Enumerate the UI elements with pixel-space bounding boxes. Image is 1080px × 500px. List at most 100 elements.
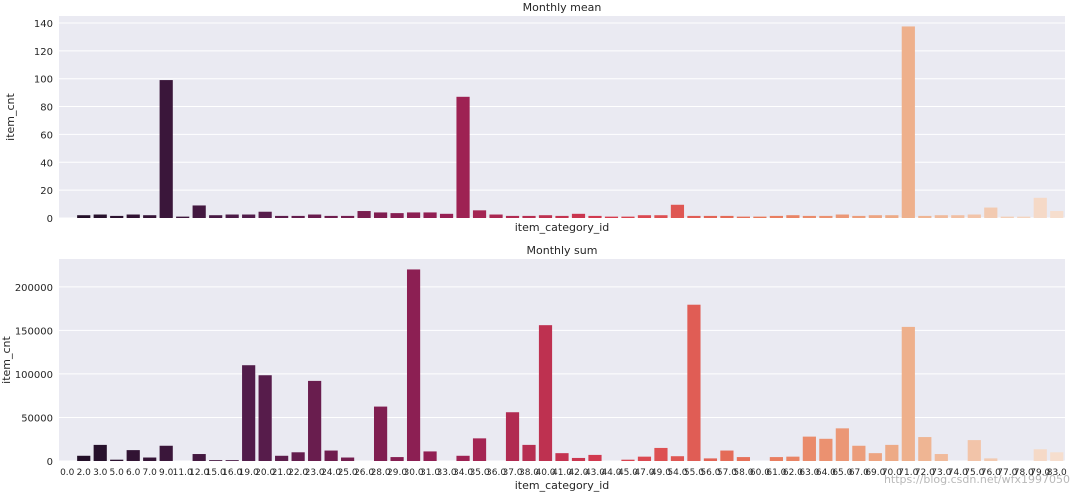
sum-x-tick-label: 70.0 — [882, 468, 902, 478]
mean-y-tick-label: 80 — [40, 103, 53, 114]
mean-bar — [93, 214, 107, 218]
sum-bar — [868, 453, 882, 461]
sum-bar — [835, 428, 849, 461]
sum-x-tick-label: 42.0 — [568, 468, 588, 478]
sum-x-tick-label: 57.0 — [717, 468, 737, 478]
mean-bar — [687, 215, 701, 218]
sum-plot: 0 50000 100000 150000 200000 0.0 2.0 3.0 5.0 6.0… — [0, 244, 1067, 492]
mean-bar — [489, 214, 503, 218]
sum-bar — [242, 365, 256, 461]
sum-bar — [225, 460, 239, 461]
mean-bar — [786, 215, 800, 218]
sum-bars — [77, 269, 1064, 461]
mean-y-tick-label: 120 — [34, 47, 53, 58]
mean-bar — [291, 215, 305, 218]
sum-bar — [159, 445, 173, 461]
sum-bar — [192, 454, 206, 461]
sum-x-tick-label: 2.0 — [77, 468, 92, 478]
sum-x-tick-label: 72.0 — [915, 468, 935, 478]
sum-bar — [637, 456, 652, 461]
mean-bar — [984, 207, 998, 218]
mean-bar — [868, 215, 882, 218]
sum-x-tick-label: 49.0 — [651, 468, 671, 478]
mean-bar — [852, 215, 866, 218]
sum-x-tick-label: 45.0 — [618, 468, 638, 478]
mean-bars — [77, 26, 1064, 219]
sum-x-tick-label: 11.0 — [173, 468, 193, 478]
sum-y-tick-labels: 0 50000 100000 150000 200000 — [15, 283, 53, 468]
sum-x-tick-label: 21.0 — [272, 468, 292, 478]
sum-x-tick-label: 69.0 — [865, 468, 885, 478]
sum-y-tick-label: 0 — [47, 457, 53, 468]
mean-bar — [225, 214, 239, 218]
mean-bar — [604, 216, 619, 218]
sum-x-tick-label: 41.0 — [552, 468, 572, 478]
sum-bar — [1050, 452, 1064, 461]
sum-bar — [341, 457, 355, 461]
sum-bar — [505, 412, 520, 461]
sum-x-tick-label: 35.0 — [470, 468, 490, 478]
sum-bar — [324, 450, 338, 461]
mean-bar — [835, 214, 849, 218]
mean-y-tick-label: 0 — [47, 214, 53, 225]
sum-bar — [852, 445, 866, 461]
mean-bar — [522, 215, 536, 218]
mean-bar — [670, 204, 685, 218]
sum-x-tick-label: 23.0 — [305, 468, 325, 478]
sum-bar — [472, 438, 487, 461]
sum-x-tick-label: 43.0 — [585, 468, 605, 478]
mean-title: Monthly mean — [523, 1, 602, 14]
mean-bar — [555, 215, 569, 218]
sum-x-tick-label: 16.0 — [222, 468, 242, 478]
sum-x-tick-label: 20.0 — [255, 468, 275, 478]
sum-bar — [918, 437, 932, 461]
sum-bar — [588, 454, 602, 461]
watermark-text: https://blog.csdn.net/wfx1997050 — [883, 473, 1070, 486]
mean-bar — [571, 213, 586, 218]
mean-bar — [1050, 211, 1064, 218]
sum-y-tick-label: 100000 — [15, 370, 53, 381]
sum-bar — [538, 325, 553, 461]
sum-x-tick-label: 9.0 — [159, 468, 174, 478]
sum-x-tick-label: 44.0 — [601, 468, 621, 478]
sum-bar — [93, 444, 107, 461]
sum-x-tick-label: 78.0 — [1014, 468, 1034, 478]
sum-bar — [786, 456, 800, 461]
mean-bar — [1000, 216, 1014, 218]
sum-bar — [143, 457, 157, 461]
mean-bar — [588, 215, 602, 218]
mean-bar — [967, 214, 981, 218]
mean-bar — [159, 80, 173, 218]
sum-x-tick-label: 0.0 — [60, 468, 75, 478]
sum-bar — [258, 375, 272, 461]
sum-x-tick-label: 29.0 — [387, 468, 407, 478]
sum-y-tick-label: 150000 — [15, 326, 53, 337]
mean-bar — [1017, 216, 1031, 218]
mean-bar — [406, 212, 421, 218]
mean-bar — [192, 205, 206, 218]
sum-y-tick-label: 200000 — [15, 283, 53, 294]
mean-bar — [736, 216, 750, 218]
sum-x-tick-labels: 0.0 2.0 3.0 5.0 6.0 7.0 9.0 11.012.015.016.019.… — [60, 468, 1067, 478]
sum-bar — [901, 326, 915, 461]
sum-bar — [555, 453, 569, 461]
sum-x-tick-label: 7.0 — [143, 468, 158, 478]
sum-bar — [390, 457, 404, 461]
mean-plot-background — [59, 16, 1065, 218]
sum-bar — [819, 438, 833, 461]
sum-x-tick-label: 19.0 — [239, 468, 259, 478]
mean-bar — [439, 213, 454, 218]
mean-bar — [703, 215, 718, 218]
mean-bar — [951, 215, 965, 218]
sum-x-tick-label: 30.0 — [404, 468, 424, 478]
sum-x-tick-label: 60.0 — [750, 468, 770, 478]
mean-y-tick-label: 140 — [34, 19, 53, 30]
sum-bar — [621, 459, 635, 461]
sum-x-tick-label: 24.0 — [321, 468, 341, 478]
sum-x-tick-label: 37.0 — [502, 468, 522, 478]
mean-bar — [390, 213, 404, 218]
sum-x-tick-label: 77.0 — [997, 468, 1017, 478]
sum-x-tick-label: 15.0 — [206, 468, 226, 478]
sum-x-tick-label: 25.0 — [338, 468, 358, 478]
